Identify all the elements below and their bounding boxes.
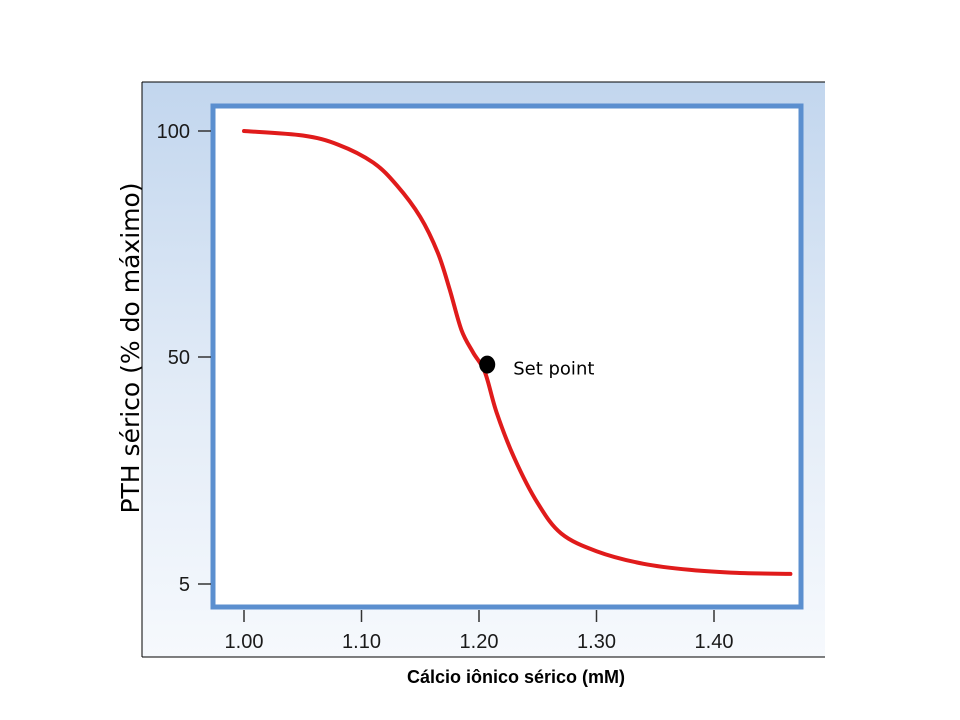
annotations: Set point: [479, 355, 594, 380]
x-tick-label: 1.10: [342, 631, 381, 653]
set-point-marker: [479, 355, 496, 374]
y-tick-label: 100: [157, 121, 190, 143]
plot-area: [210, 103, 804, 610]
x-tick-label: 1.20: [460, 631, 499, 653]
y-tick-label: 5: [179, 574, 190, 596]
y-axis-label: PTH sérico (% do máximo): [116, 182, 145, 513]
x-tick-label: 1.30: [577, 631, 616, 653]
x-tick-label: 1.40: [695, 631, 734, 653]
pth-curve: [242, 129, 793, 576]
x-axis-label: Cálcio iônico sérico (mM): [407, 667, 625, 687]
y-tick-label: 50: [168, 347, 190, 369]
set-point-label: Set point: [513, 359, 594, 380]
y-ticks: 100 50 5: [157, 121, 211, 596]
x-ticks: 1.00 1.10 1.20 1.30 1.40: [225, 610, 734, 653]
x-tick-label: 1.00: [225, 631, 264, 653]
